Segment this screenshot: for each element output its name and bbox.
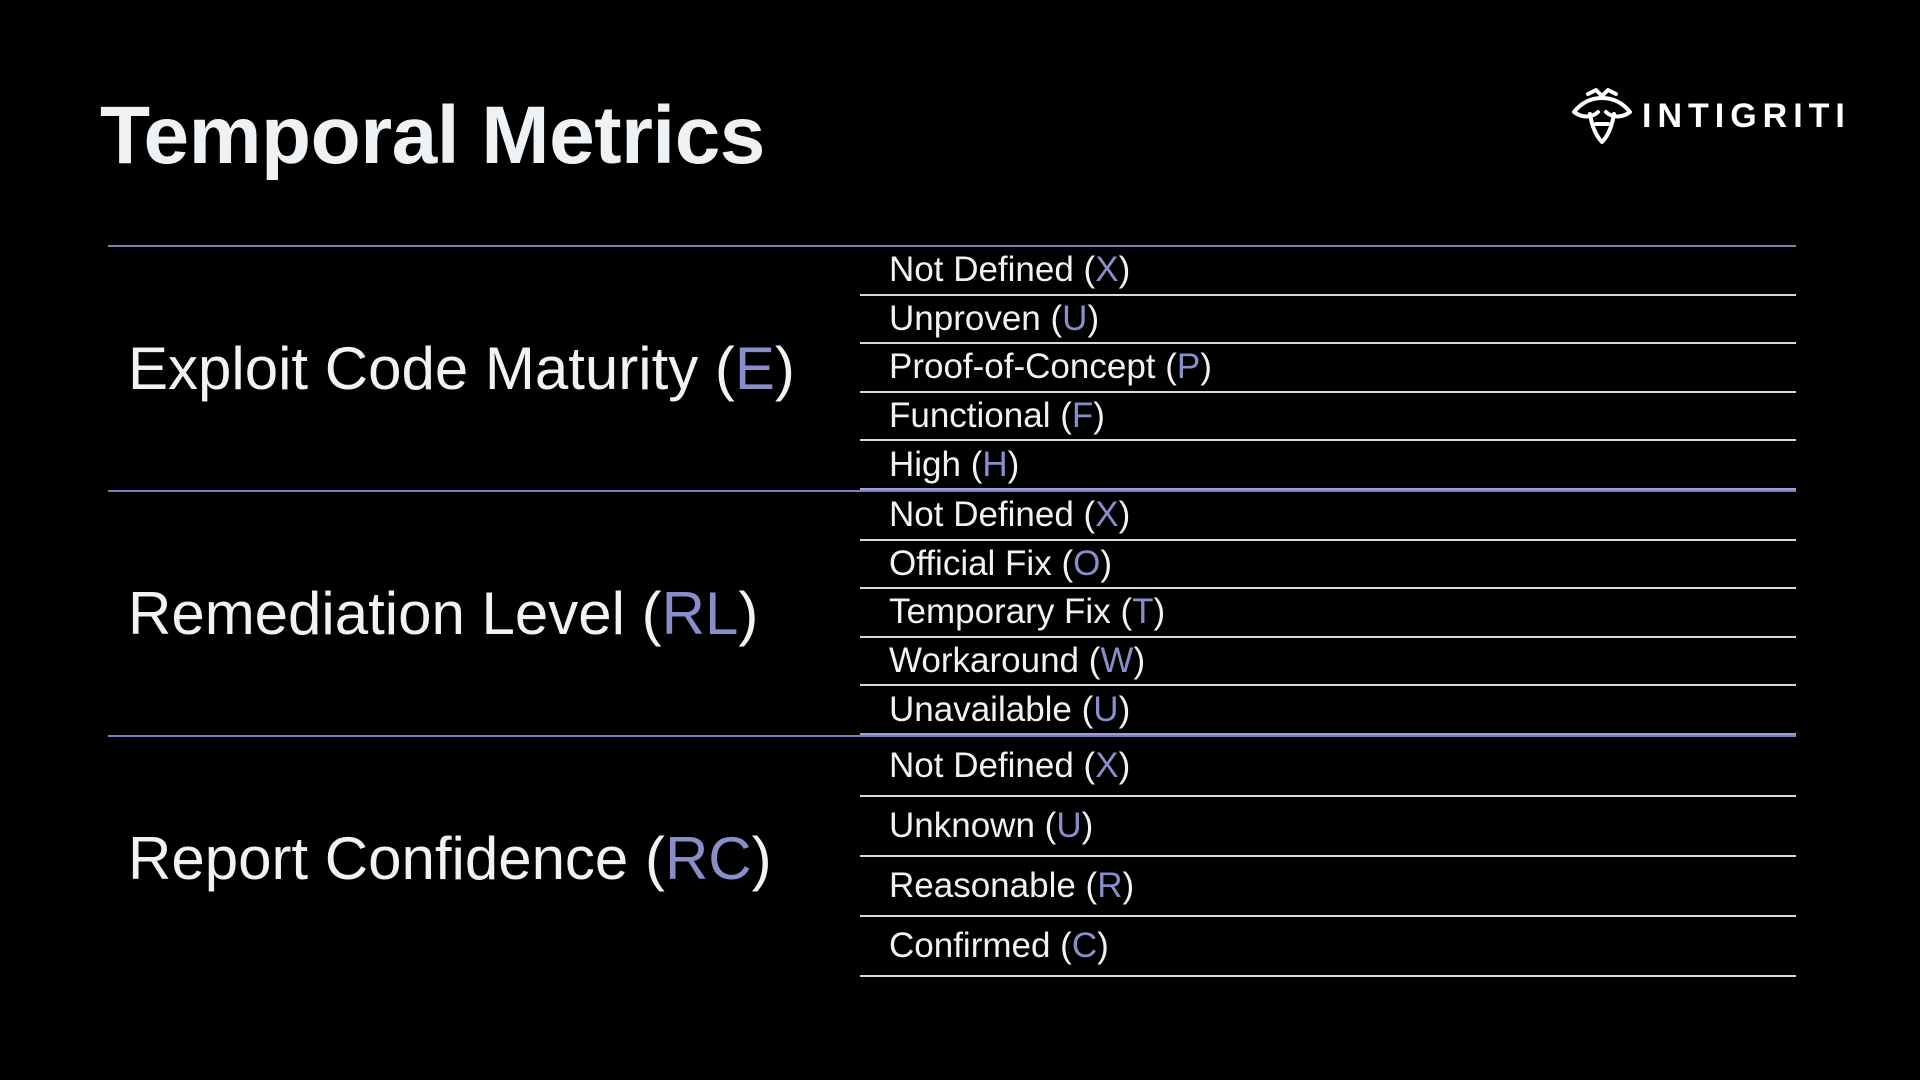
metric-name: Remediation Level (RL) (128, 580, 759, 647)
intigriti-logo: INTIGRITI (1568, 84, 1851, 148)
metric-option: Not Defined (X) (860, 247, 1796, 296)
metric-name: Report Confidence (RC) (128, 825, 772, 892)
metric-option: Reasonable (R) (860, 857, 1796, 917)
metric-option: Official Fix (O) (860, 541, 1796, 590)
metric-option: Unavailable (U) (860, 686, 1796, 735)
metric-code: RL (661, 580, 739, 647)
metric-option: Confirmed (C) (860, 917, 1796, 977)
metric-name: Exploit Code Maturity (E) (128, 335, 795, 402)
metric-option: Not Defined (X) (860, 492, 1796, 541)
metric-option: Proof-of-Concept (P) (860, 344, 1796, 393)
metric-group-remediation-level: Remediation Level (RL) Not Defined (X) O… (108, 490, 1796, 735)
metric-group-exploit-code-maturity: Exploit Code Maturity (E) Not Defined (X… (108, 245, 1796, 490)
metric-option: High (H) (860, 441, 1796, 490)
metric-options: Not Defined (X) Unproven (U) Proof-of-Co… (860, 247, 1796, 490)
metric-option: Unknown (U) (860, 797, 1796, 857)
logo-wordmark: INTIGRITI (1642, 96, 1851, 135)
metric-option: Workaround (W) (860, 638, 1796, 687)
temporal-metrics-table: Exploit Code Maturity (E) Not Defined (X… (108, 245, 1796, 977)
metric-code: RC (664, 825, 752, 892)
metric-option: Unproven (U) (860, 296, 1796, 345)
metric-option: Temporary Fix (T) (860, 589, 1796, 638)
metric-options: Not Defined (X) Official Fix (O) Tempora… (860, 492, 1796, 735)
metric-code: E (734, 335, 775, 402)
metric-option: Not Defined (X) (860, 737, 1796, 797)
bee-icon (1572, 88, 1632, 144)
metric-group-report-confidence: Report Confidence (RC) Not Defined (X) U… (108, 735, 1796, 977)
slide-title: Temporal Metrics (100, 90, 765, 181)
metric-option: Functional (F) (860, 393, 1796, 442)
metric-options: Not Defined (X) Unknown (U) Reasonable (… (860, 737, 1796, 977)
